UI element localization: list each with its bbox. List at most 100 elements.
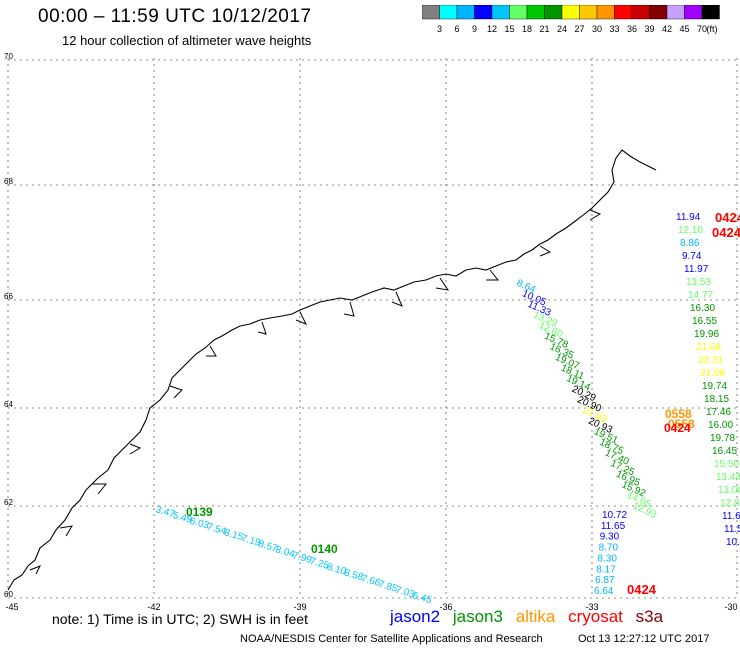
wave-height-label: 17.46	[706, 407, 731, 418]
wave-height-label: 8.17	[596, 564, 616, 575]
longitude-tick-label: -45	[5, 602, 18, 612]
color-scale-label: 39	[644, 24, 654, 34]
wave-height-label: 23.31	[698, 355, 723, 366]
legend-s3a: s3a	[635, 607, 664, 626]
wave-height-label: 16.45	[712, 446, 737, 457]
wave-height-label: 11.65	[601, 521, 626, 532]
color-scale-label: (ft)	[707, 24, 718, 34]
latitude-tick-label: 66	[4, 292, 13, 301]
pass-time-label: 0139	[186, 505, 213, 519]
color-scale-label: 45	[679, 24, 689, 34]
color-scale-legend: 3 6 9 12 15 18 21 24 27 30 33 36 39 42 45 70 (ft)	[422, 5, 720, 34]
wave-height-label: 7.03	[394, 585, 416, 601]
latitude-tick-label: 68	[4, 177, 13, 186]
latitude-tick-label: 70	[4, 52, 13, 61]
color-scale-label: 21	[539, 24, 549, 34]
wave-height-label: 8.10	[326, 562, 348, 578]
color-scale-label: 12	[487, 24, 497, 34]
satellite-legend: jason2 jason3 altika cryosat s3a	[390, 607, 671, 627]
pass-time-label: 0424	[664, 421, 691, 435]
wave-height-label: 19.74	[702, 381, 727, 392]
legend-cryosat: cryosat	[568, 607, 623, 626]
color-scale-label: 70	[697, 24, 707, 34]
color-scale-label: 24	[557, 24, 567, 34]
wave-height-label: 11.97	[684, 264, 709, 275]
wave-height-label: 19.96	[694, 329, 719, 340]
wave-height-label: 6.45	[411, 590, 433, 606]
wave-height-label: 13.53	[686, 277, 711, 288]
wave-height-label: 13.44	[716, 472, 740, 483]
legend-altika: altika	[515, 607, 556, 626]
footnote: note: 1) Time is in UTC; 2) SWH is in fe…	[52, 611, 308, 627]
wave-height-label: 13.08	[718, 485, 740, 496]
color-swatch	[701, 5, 720, 20]
color-scale-label: 36	[627, 24, 637, 34]
wave-height-label: 10.5	[726, 537, 740, 548]
wave-height-label: 15.50	[714, 459, 739, 470]
wave-height-label: 16.55	[692, 316, 717, 327]
pass-time-label: 0424	[715, 210, 740, 225]
longitude-tick-label: -42	[147, 602, 160, 612]
color-scale-label: 33	[609, 24, 619, 34]
longitude-tick-label: -33	[585, 602, 598, 612]
generated-timestamp: Oct 13 12:27:12 UTC 2017	[578, 633, 710, 645]
wave-height-label: 6.64	[594, 586, 614, 597]
greenland-coastline	[7, 149, 657, 591]
color-scale-label: 15	[504, 24, 514, 34]
satellite-track: 3.475.496.037.548.157.198.578.047.997.25…	[154, 504, 433, 606]
color-scale-label: 18	[522, 24, 532, 34]
color-scale-label: 3	[437, 24, 442, 34]
wave-height-label: 8.15	[223, 527, 245, 543]
wave-height-label: 21.08	[700, 368, 725, 379]
satellite-track: 11.94 12.10 8.86 9.74 11.97 13.53 14.77 16.30 16…	[676, 212, 740, 548]
page-title: 00:00 – 11:59 UTC 10/12/2017	[38, 6, 312, 27]
latitude-tick-label: 64	[4, 400, 13, 409]
coastline-fjords	[29, 209, 602, 575]
wave-height-label: 11.67	[722, 511, 740, 522]
legend-jason2: jason2	[390, 607, 441, 626]
color-scale-label: 27	[574, 24, 584, 34]
longitude-tick-label: -39	[293, 602, 306, 612]
color-scale-label: 6	[454, 24, 459, 34]
color-scale-label: 30	[592, 24, 602, 34]
wave-height-label: 11.59	[724, 524, 740, 535]
wave-height-label: 7.19	[240, 533, 262, 549]
wave-height-label: 21.68	[696, 342, 721, 353]
wave-height-label: 7.85	[377, 579, 399, 595]
wave-height-label: 8.58	[343, 567, 365, 583]
wave-height-label: 10.72	[602, 510, 627, 521]
wave-height-label: 8.04	[274, 544, 296, 560]
wave-height-label: 18.15	[704, 394, 729, 405]
graticule: -45 -42 -39 -36 -33 -30 70 68 66 64 62 60	[4, 52, 738, 612]
legend-jason3: jason3	[452, 607, 503, 626]
longitude-tick-label: -36	[439, 602, 452, 612]
pass-time-label: 0140	[311, 542, 338, 556]
wave-height-label: 12.10	[678, 225, 703, 236]
longitude-tick-label: -30	[724, 602, 737, 612]
pass-time-label: 0558	[668, 417, 695, 431]
wave-height-label: 8.30	[597, 553, 617, 564]
page-subtitle: 12 hour collection of altimeter wave hei…	[62, 33, 312, 48]
wave-height-label: 11.94	[676, 212, 701, 223]
satellite-track: 8.6410.0511.3313.2912.8015.7816.3519.071…	[515, 278, 659, 521]
wave-height-label: 7.99	[291, 550, 313, 566]
wave-height-label: 8.70	[599, 543, 619, 554]
wave-height-label: 14.77	[688, 290, 713, 301]
pass-time-label: 0558	[665, 407, 692, 421]
latitude-tick-label: 62	[4, 498, 13, 507]
wave-height-label: 8.86	[680, 238, 700, 249]
wave-height-label: 9.30	[600, 532, 620, 543]
credit-line: NOAA/NESDIS Center for Satellite Applica…	[240, 633, 543, 645]
wave-height-label: 6.87	[595, 575, 615, 586]
wave-height-label: 8.57	[257, 539, 279, 555]
wave-height-label: 3.47	[154, 504, 176, 520]
pass-time-label: 0424	[712, 225, 740, 240]
wave-height-label: 7.54	[206, 522, 228, 538]
color-scale-label: 9	[472, 24, 477, 34]
color-scale-label: 42	[662, 24, 672, 34]
wave-height-label: 12.89	[720, 498, 740, 509]
wave-height-label: 16.30	[690, 303, 715, 314]
wave-height-label: 6.03	[188, 516, 210, 532]
